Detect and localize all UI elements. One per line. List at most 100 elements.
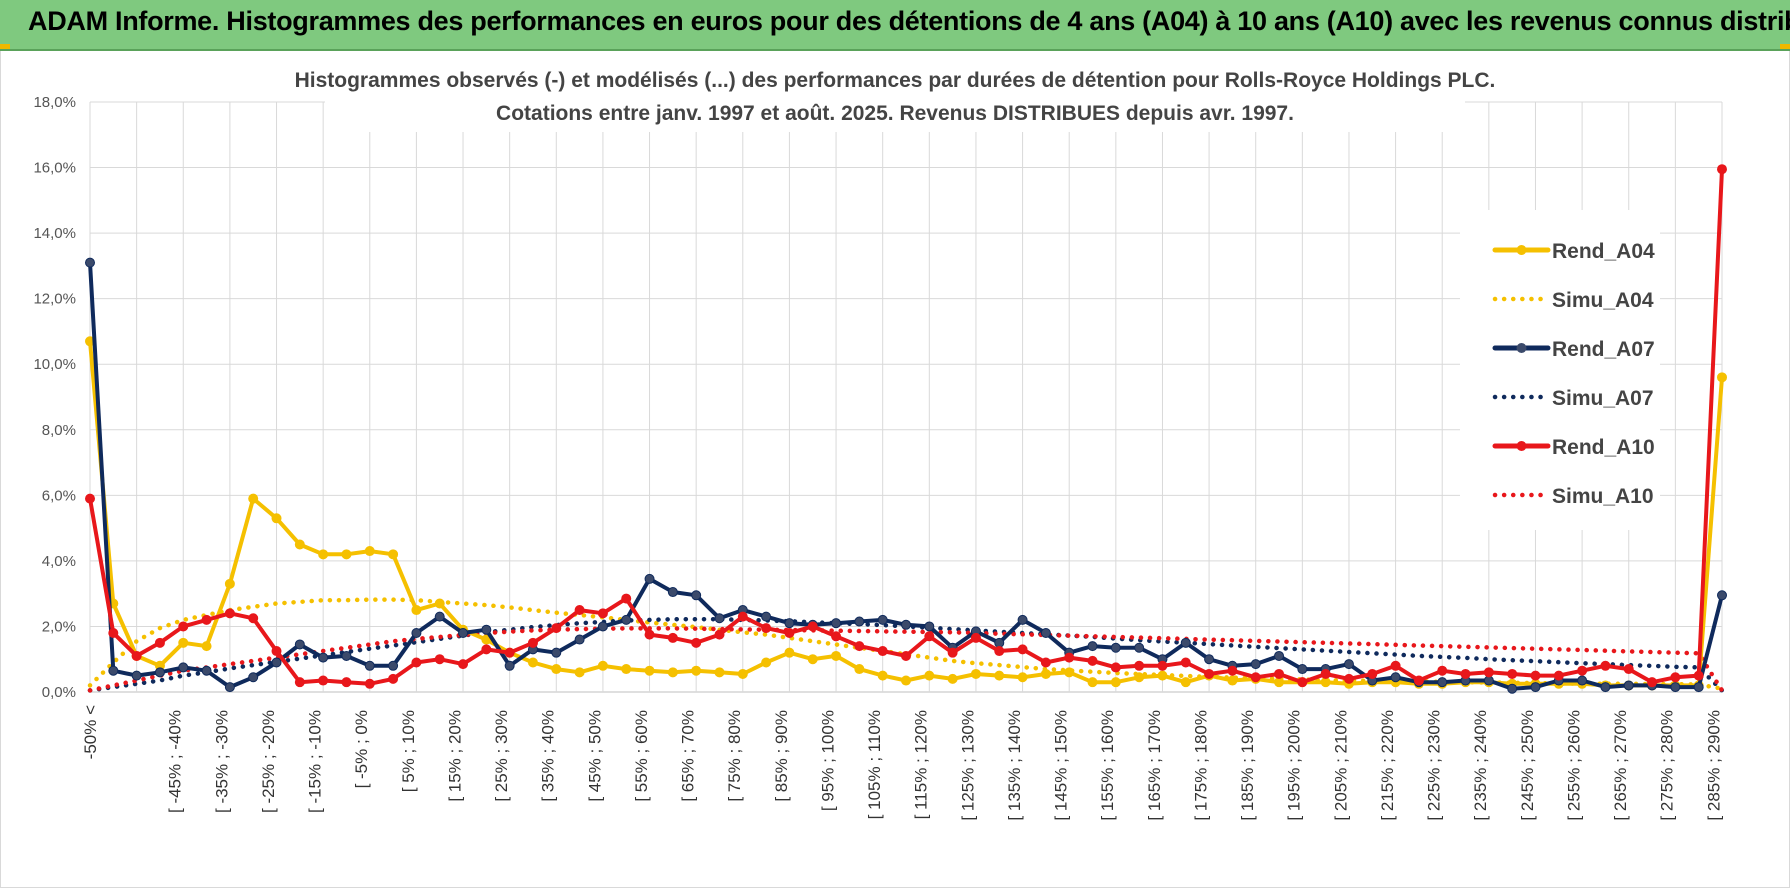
data-point xyxy=(1670,672,1681,683)
data-point xyxy=(318,549,329,560)
data-point xyxy=(1717,372,1727,383)
x-tick-label: [ 165% ; 170% xyxy=(1145,710,1164,821)
data-point xyxy=(294,639,305,650)
chart-subtitle: Cotations entre janv. 1997 et août. 2025… xyxy=(496,102,1294,125)
x-tick-label: -50% < xyxy=(81,705,100,759)
data-point xyxy=(318,675,329,686)
data-point xyxy=(994,670,1005,681)
data-point xyxy=(411,605,422,616)
data-point xyxy=(388,660,399,671)
data-point xyxy=(1087,655,1098,666)
data-point xyxy=(434,611,445,622)
data-point xyxy=(831,650,842,661)
data-point xyxy=(1297,677,1308,688)
data-point xyxy=(178,662,189,673)
x-tick-label: [ 265% ; 270% xyxy=(1611,710,1630,821)
data-point xyxy=(1507,668,1518,679)
data-point xyxy=(621,664,632,675)
data-point xyxy=(574,605,585,616)
data-point xyxy=(1553,670,1564,681)
data-point xyxy=(1390,660,1401,671)
data-point xyxy=(527,657,538,668)
data-point xyxy=(1180,677,1191,688)
x-tick-label: [ -35% ; -30% xyxy=(212,710,231,813)
data-point xyxy=(1577,665,1588,676)
y-axis-ticks: 0,0% 2,0% 4,0% 6,0% 8,0% 10,0% 12,0% 14,0% 16,0%… xyxy=(33,94,76,701)
data-point xyxy=(527,637,538,648)
x-tick-label: [ 255% ; 260% xyxy=(1564,710,1583,821)
data-point xyxy=(248,672,259,683)
data-point xyxy=(1297,664,1308,675)
data-point xyxy=(1157,670,1168,681)
data-point xyxy=(924,631,935,642)
data-point xyxy=(551,664,562,675)
data-point xyxy=(877,614,888,625)
data-point xyxy=(1017,672,1028,683)
x-tick-label: [ 85% ; 90% xyxy=(772,710,791,802)
data-point xyxy=(1180,657,1191,668)
data-point xyxy=(434,654,445,665)
data-point xyxy=(1087,641,1098,652)
data-point xyxy=(667,632,678,643)
data-point xyxy=(1134,642,1145,653)
data-point xyxy=(1017,644,1028,655)
x-tick-label: [ 5% ; 10% xyxy=(399,710,418,792)
data-point xyxy=(504,647,515,658)
data-point xyxy=(1134,660,1145,671)
data-point xyxy=(364,678,375,689)
y-tick-label: 4,0% xyxy=(42,553,76,570)
data-point xyxy=(1390,672,1401,683)
data-point xyxy=(248,613,259,624)
data-point xyxy=(1274,650,1285,661)
data-point xyxy=(85,493,95,504)
data-point xyxy=(947,647,958,658)
legend-label: Simu_A07 xyxy=(1552,387,1654,410)
data-point xyxy=(597,608,608,619)
data-point xyxy=(574,667,585,678)
data-point xyxy=(388,549,399,560)
data-point xyxy=(178,637,189,648)
data-point xyxy=(1180,637,1191,648)
y-tick-label: 0,0% xyxy=(42,684,76,701)
data-point xyxy=(201,641,212,652)
data-point xyxy=(737,611,748,622)
data-point xyxy=(877,670,888,681)
x-tick-label: [ 245% ; 250% xyxy=(1518,710,1537,821)
data-point xyxy=(667,667,678,678)
x-tick-label: [ 115% ; 120% xyxy=(912,710,931,819)
data-point xyxy=(924,670,935,681)
data-point xyxy=(621,614,632,625)
data-point xyxy=(1437,677,1448,688)
header-bar: ADAM Informe. Histogrammes des performan… xyxy=(0,0,1790,51)
data-point xyxy=(574,634,585,645)
data-point xyxy=(1110,677,1121,688)
y-tick-label: 10,0% xyxy=(33,356,76,373)
legend-label: Simu_A10 xyxy=(1552,485,1654,508)
legend-marker xyxy=(1516,441,1527,451)
x-tick-label: [ 225% ; 230% xyxy=(1425,710,1444,821)
data-point xyxy=(761,623,772,634)
data-point xyxy=(1204,654,1215,665)
data-point xyxy=(1343,673,1354,684)
x-tick-label: [ 235% ; 240% xyxy=(1471,710,1490,821)
data-point xyxy=(1437,665,1448,676)
data-point xyxy=(1134,672,1145,683)
data-point xyxy=(1250,659,1261,670)
data-point xyxy=(1623,664,1634,675)
data-point xyxy=(1717,590,1727,601)
data-point xyxy=(994,637,1005,648)
data-point xyxy=(994,646,1005,657)
data-point xyxy=(714,667,725,678)
data-point xyxy=(481,624,492,635)
x-tick-label: [ 185% ; 190% xyxy=(1238,710,1257,821)
x-tick-label: [ 65% ; 70% xyxy=(679,710,698,802)
data-point xyxy=(901,619,911,630)
data-point xyxy=(597,660,608,671)
data-point xyxy=(1157,660,1168,671)
data-point xyxy=(970,668,981,679)
data-point xyxy=(504,660,515,671)
data-point xyxy=(901,675,911,686)
data-point xyxy=(854,664,865,675)
legend-marker xyxy=(1516,245,1527,255)
data-point xyxy=(458,628,469,638)
